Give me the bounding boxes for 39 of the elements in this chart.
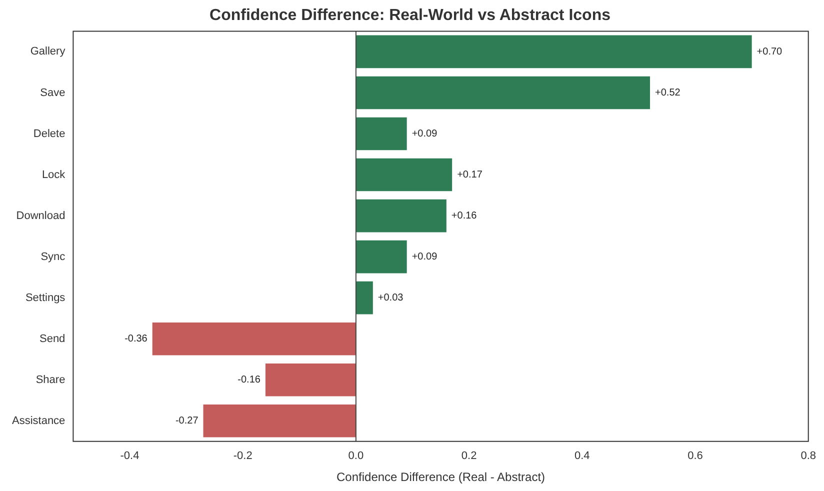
data-label: -0.16 xyxy=(238,374,261,386)
y-tick-label: Send xyxy=(39,332,66,345)
x-tick-label: 0.6 xyxy=(688,450,703,462)
data-label: -0.36 xyxy=(124,334,148,345)
x-tick-label: -0.2 xyxy=(233,450,252,462)
bar xyxy=(265,363,356,396)
bar xyxy=(356,240,407,274)
bar xyxy=(356,281,373,314)
chart-title: Confidence Difference: Real-World vs Abstract Icons xyxy=(210,7,611,24)
bar xyxy=(203,404,356,438)
x-tick-label: 0.0 xyxy=(348,450,364,462)
data-label: +0.17 xyxy=(457,170,483,181)
data-label: -0.27 xyxy=(175,416,199,427)
x-tick-label: 0.2 xyxy=(461,450,477,462)
y-tick-label: Save xyxy=(40,86,66,99)
y-tick-label: Download xyxy=(16,210,66,222)
x-tick-label: 0.4 xyxy=(574,450,590,462)
y-tick-label: Settings xyxy=(25,292,66,304)
bar xyxy=(356,117,407,150)
data-label: +0.70 xyxy=(756,46,783,58)
data-label: +0.52 xyxy=(655,87,681,98)
data-label: +0.09 xyxy=(412,128,438,140)
y-tick-label: Sync xyxy=(40,250,66,263)
bar xyxy=(356,35,752,68)
data-label: +0.03 xyxy=(378,292,404,304)
y-tick-label: Assistance xyxy=(12,414,66,427)
y-tick-label: Lock xyxy=(42,168,66,181)
bar xyxy=(356,76,650,110)
bar xyxy=(152,322,356,356)
x-tick-label: 0.8 xyxy=(800,450,816,462)
y-tick-label: Share xyxy=(36,374,66,386)
y-tick-label: Gallery xyxy=(30,46,66,58)
x-axis-title: Confidence Difference (Real - Abstract) xyxy=(336,470,546,484)
bar xyxy=(356,199,446,232)
data-label: +0.09 xyxy=(412,252,438,263)
bar xyxy=(356,158,452,192)
y-tick-label: Delete xyxy=(33,128,66,140)
data-label: +0.16 xyxy=(451,210,478,222)
x-tick-label: -0.4 xyxy=(120,450,140,462)
